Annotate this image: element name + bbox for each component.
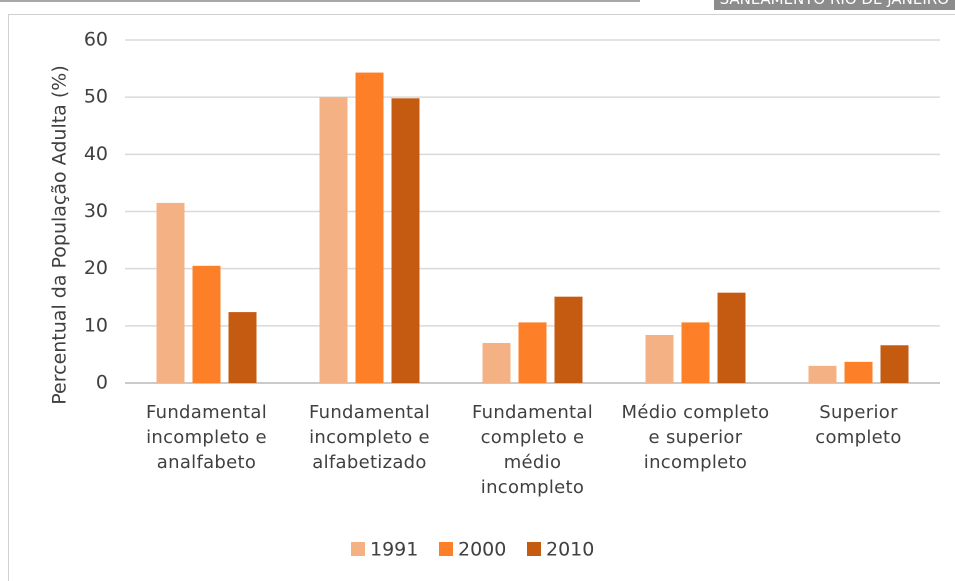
bar (717, 292, 746, 383)
bar (645, 334, 674, 383)
header-text: SANEAMENTO RIO DE JANEIRO (713, 0, 955, 10)
legend-swatch (351, 542, 365, 556)
bar (228, 312, 257, 383)
bar (681, 322, 710, 383)
chart-frame (8, 14, 955, 581)
bar (844, 361, 873, 383)
y-tick-label: 30 (84, 200, 108, 222)
bar (319, 97, 348, 384)
x-tick-label: Fundamental incompleto e alfabetizado (308, 402, 431, 473)
legend-label: 2000 (458, 539, 506, 561)
bar (808, 365, 837, 383)
bar (391, 98, 420, 383)
y-tick-label: 10 (84, 314, 108, 336)
legend-swatch (527, 542, 541, 556)
y-tick-label: 40 (84, 143, 108, 165)
bar (518, 322, 547, 383)
x-tick-label: Fundamental completo e médio incompleto (471, 402, 594, 498)
bar (482, 342, 511, 383)
bar (192, 265, 221, 383)
bar (880, 345, 909, 383)
legend-label: 1991 (370, 539, 418, 561)
bar (554, 296, 583, 383)
bar (156, 202, 185, 383)
x-tick-label: Médio completo e superior incompleto (621, 402, 770, 473)
y-axis-label: Percentual da População Adulta (%) (49, 65, 71, 404)
bar (355, 72, 384, 384)
legend-swatch (439, 542, 453, 556)
y-tick-label: 50 (84, 86, 108, 108)
y-tick-label: 60 (84, 29, 108, 51)
x-tick-label: Superior completo (815, 402, 902, 448)
y-tick-label: 20 (84, 257, 108, 279)
legend-label: 2010 (546, 539, 594, 561)
x-tick-label: Fundamental incompleto e analfabeto (145, 402, 268, 473)
y-tick-label: 0 (96, 372, 108, 394)
